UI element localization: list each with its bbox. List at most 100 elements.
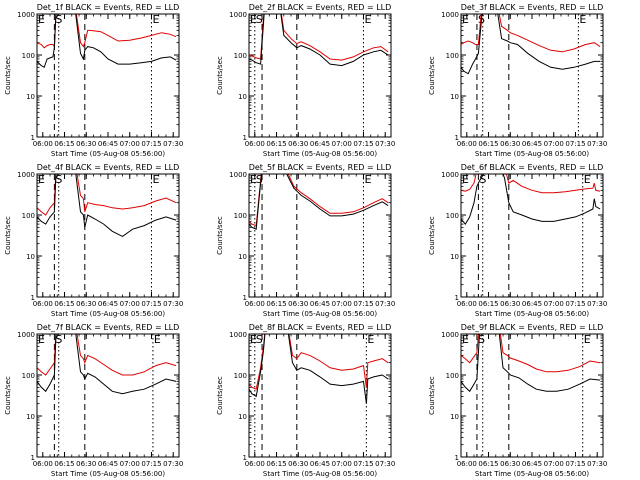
x-tick-label: 06:30 [500, 460, 520, 468]
y-tick-label: 1000 [441, 11, 459, 19]
y-axis-label: Counts/sec [4, 376, 12, 415]
x-tick-label: 06:45 [522, 140, 542, 148]
plot-frame [36, 13, 180, 138]
event-marker-label: E [462, 333, 469, 346]
y-tick-label: 10 [26, 253, 35, 261]
x-tick-label: 07:15 [565, 460, 585, 468]
series-events-line [249, 174, 389, 230]
x-tick-label: 07:00 [544, 460, 564, 468]
event-marker-label: S [256, 173, 263, 186]
event-marker-label: E [364, 173, 371, 186]
x-tick-label: 07:00 [544, 140, 564, 148]
panel-9: Det_9f BLACK = Events, RED = LLD Counts/s… [428, 323, 607, 478]
event-marker-label: E [579, 13, 586, 26]
plot-frame [460, 13, 604, 138]
x-tick-label: 06:15 [54, 140, 74, 148]
x-tick-label: 06:15 [266, 460, 286, 468]
x-tick-label: 07:00 [332, 140, 352, 148]
x-tick-label: 07:30 [163, 460, 183, 468]
event-marker-label: E [38, 13, 45, 26]
x-axis-label: Start Time (05-Aug-08 05:56:00) [51, 310, 165, 318]
y-tick-label: 1 [455, 454, 459, 462]
x-axis-label: Start Time (05-Aug-08 05:56:00) [263, 150, 377, 158]
series-events-line [37, 334, 177, 395]
plot-frame [36, 333, 180, 458]
x-tick-label: 07:15 [353, 460, 373, 468]
x-tick-label: 06:15 [478, 140, 498, 148]
x-tick-label: 06:15 [54, 460, 74, 468]
panel-title: Det_2f BLACK = Events, RED = LLD [249, 3, 392, 12]
panel-5: Det_5f BLACK = Events, RED = LLD Counts/s… [216, 163, 395, 318]
x-tick-label: 06:30 [500, 300, 520, 308]
y-tick-label: 1 [243, 294, 247, 302]
y-tick-label: 100 [446, 212, 459, 220]
x-tick-label: 06:30 [76, 460, 96, 468]
x-tick-label: 06:15 [478, 300, 498, 308]
x-tick-label: 07:30 [163, 140, 183, 148]
x-tick-label: 06:15 [266, 140, 286, 148]
event-marker-label: E [250, 173, 257, 186]
y-tick-label: 10 [26, 93, 35, 101]
series-lld-line [37, 334, 177, 376]
y-tick-label: 1000 [229, 171, 247, 179]
series-lld-line [461, 174, 601, 194]
y-tick-label: 10 [238, 93, 247, 101]
x-axis-label: Start Time (05-Aug-08 05:56:00) [51, 150, 165, 158]
panel-title: Det_4f BLACK = Events, RED = LLD [37, 163, 180, 172]
y-tick-label: 1 [455, 294, 459, 302]
y-tick-label: 10 [238, 253, 247, 261]
y-tick-label: 1 [31, 454, 35, 462]
panel-2: Det_2f BLACK = Events, RED = LLD Counts/s… [216, 3, 395, 158]
event-marker-label: E [152, 173, 159, 186]
event-marker-label: E [152, 13, 159, 26]
panel-title: Det_5f BLACK = Events, RED = LLD [249, 163, 392, 172]
x-tick-label: 06:15 [266, 300, 286, 308]
panel-title: Det_7f BLACK = Events, RED = LLD [37, 323, 180, 332]
series-events-line [37, 174, 177, 237]
x-tick-label: 07:00 [120, 140, 140, 148]
x-tick-label: 06:00 [457, 460, 477, 468]
y-tick-label: 10 [238, 413, 247, 421]
y-tick-label: 1000 [441, 331, 459, 339]
y-tick-label: 1 [455, 134, 459, 142]
event-marker-label: E [584, 333, 591, 346]
event-marker-label: E [462, 13, 469, 26]
plot-frame [248, 173, 392, 298]
y-tick-label: 10 [450, 413, 459, 421]
series-lld-line [37, 174, 177, 216]
plot-frame [36, 173, 180, 298]
x-tick-label: 06:00 [457, 300, 477, 308]
y-tick-label: 1000 [229, 331, 247, 339]
y-axis-label: Counts/sec [428, 56, 436, 95]
x-tick-label: 06:15 [478, 460, 498, 468]
panel-title: Det_3f BLACK = Events, RED = LLD [461, 3, 604, 12]
y-tick-label: 1 [31, 134, 35, 142]
x-axis-label: Start Time (05-Aug-08 05:56:00) [263, 310, 377, 318]
x-tick-label: 06:00 [245, 140, 265, 148]
x-tick-label: 06:00 [33, 140, 53, 148]
x-tick-label: 06:45 [98, 460, 118, 468]
series-lld-line [37, 14, 177, 49]
series-lld-line [461, 14, 601, 53]
y-tick-label: 1000 [17, 11, 35, 19]
panel-8: Det_8f BLACK = Events, RED = LLD Counts/s… [216, 323, 395, 478]
x-axis-label: Start Time (05-Aug-08 05:56:00) [475, 150, 589, 158]
y-tick-label: 100 [446, 52, 459, 60]
x-tick-label: 07:30 [163, 300, 183, 308]
panel-6: Det_6f BLACK = Events, RED = LLD Counts/s… [428, 163, 607, 318]
event-marker-label: E [250, 13, 257, 26]
panel-title: Det_6f BLACK = Events, RED = LLD [461, 163, 604, 172]
y-tick-label: 10 [450, 253, 459, 261]
x-tick-label: 06:45 [522, 460, 542, 468]
x-tick-label: 06:00 [33, 460, 53, 468]
series-lld-line [461, 334, 601, 373]
event-marker-label: S [478, 333, 485, 346]
event-marker-label: E [462, 173, 469, 186]
x-tick-label: 06:30 [76, 300, 96, 308]
x-tick-label: 06:00 [457, 140, 477, 148]
x-tick-label: 07:15 [141, 460, 161, 468]
x-tick-label: 06:45 [98, 140, 118, 148]
panel-4: Det_4f BLACK = Events, RED = LLD Counts/s… [4, 163, 183, 318]
plot-frame [248, 13, 392, 138]
panel-title: Det_9f BLACK = Events, RED = LLD [461, 323, 604, 332]
